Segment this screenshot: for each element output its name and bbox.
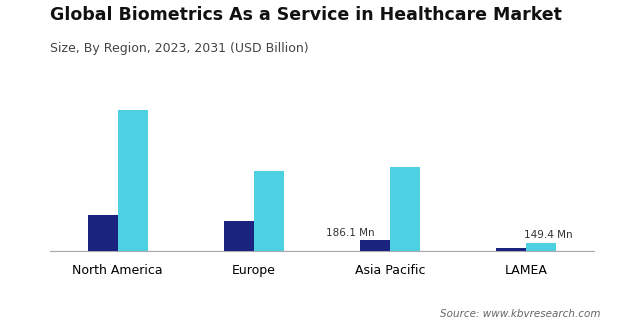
Bar: [118, 110, 147, 251]
Text: 149.4 Mn: 149.4 Mn: [524, 230, 572, 240]
Bar: [88, 215, 118, 251]
Text: Size, By Region, 2023, 2031 (USD Billion): Size, By Region, 2023, 2031 (USD Billion…: [50, 42, 308, 55]
Text: 186.1 Mn: 186.1 Mn: [326, 228, 374, 238]
Text: Global Biometrics As a Service in Healthcare Market: Global Biometrics As a Service in Health…: [50, 6, 561, 24]
Bar: [224, 221, 254, 251]
Bar: [526, 242, 556, 251]
Bar: [254, 172, 284, 251]
Bar: [360, 241, 390, 251]
Text: Source: www.kbvresearch.com: Source: www.kbvresearch.com: [440, 309, 600, 319]
Legend: 2023, 2031: 2023, 2031: [162, 321, 318, 322]
Bar: [496, 248, 526, 251]
Bar: [390, 167, 420, 251]
